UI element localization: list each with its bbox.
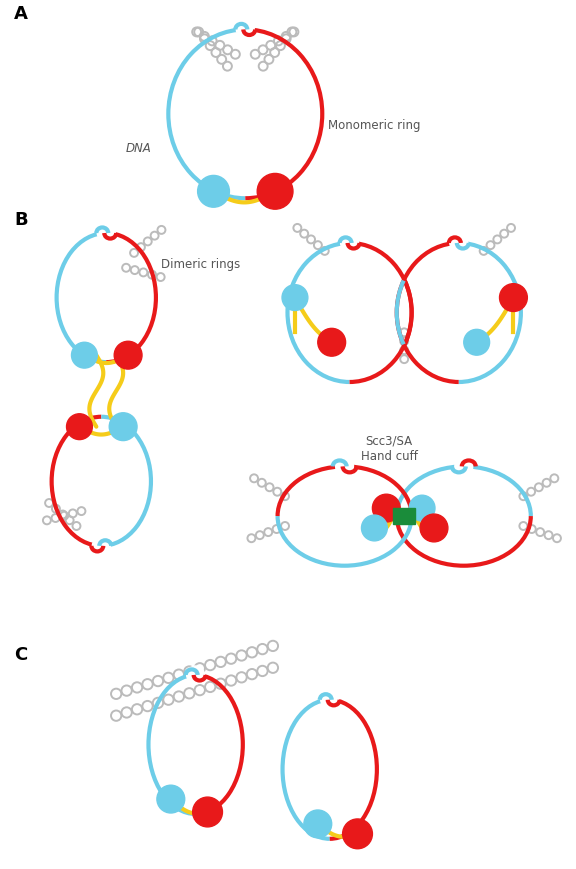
Bar bbox=[393, 508, 415, 524]
Circle shape bbox=[198, 176, 229, 207]
Circle shape bbox=[257, 174, 293, 209]
Circle shape bbox=[114, 342, 142, 369]
Circle shape bbox=[157, 786, 185, 813]
Circle shape bbox=[71, 342, 97, 368]
Circle shape bbox=[343, 819, 373, 849]
Circle shape bbox=[373, 494, 400, 522]
Circle shape bbox=[236, 21, 254, 38]
Text: A: A bbox=[14, 4, 28, 23]
Circle shape bbox=[362, 515, 387, 541]
Text: Monomeric ring: Monomeric ring bbox=[328, 119, 420, 132]
Circle shape bbox=[304, 810, 332, 838]
Circle shape bbox=[192, 797, 222, 827]
Circle shape bbox=[187, 666, 204, 684]
Circle shape bbox=[455, 457, 473, 475]
Text: C: C bbox=[14, 646, 27, 664]
Circle shape bbox=[318, 328, 346, 356]
Circle shape bbox=[409, 495, 435, 521]
Circle shape bbox=[336, 457, 354, 475]
Circle shape bbox=[464, 329, 490, 355]
Circle shape bbox=[321, 691, 339, 709]
Circle shape bbox=[499, 283, 528, 311]
Text: DNA: DNA bbox=[126, 142, 152, 155]
Circle shape bbox=[97, 224, 115, 242]
Text: Scc3/SA
Hand cuff: Scc3/SA Hand cuff bbox=[361, 434, 418, 462]
Circle shape bbox=[109, 413, 137, 441]
Circle shape bbox=[92, 537, 110, 554]
Text: Dimeric rings: Dimeric rings bbox=[161, 258, 240, 271]
Circle shape bbox=[67, 414, 92, 440]
Circle shape bbox=[420, 514, 448, 542]
Circle shape bbox=[282, 285, 308, 310]
Circle shape bbox=[340, 234, 358, 252]
Circle shape bbox=[450, 234, 468, 252]
Text: B: B bbox=[14, 211, 28, 229]
Bar bbox=[386, 253, 422, 372]
